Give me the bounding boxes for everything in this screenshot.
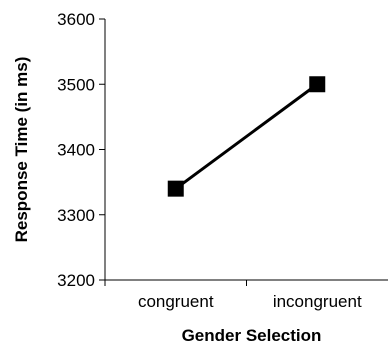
y-tick-label: 3600 — [57, 10, 95, 29]
series-group — [167, 76, 326, 197]
series-line — [174, 83, 319, 190]
data-point — [167, 180, 184, 197]
y-ticks: 3200 3300 3400 3500 3600 — [57, 10, 105, 290]
y-tick-label: 3200 — [57, 271, 95, 290]
x-axis-title: Gender Selection — [182, 326, 322, 345]
y-tick-label: 3300 — [57, 206, 95, 225]
x-tick-label: congruent — [138, 292, 214, 311]
plot-area: 3200 3300 3400 3500 3600 congruent incongruen… — [57, 10, 388, 311]
y-tick-label: 3500 — [57, 75, 95, 94]
x-ticks: congruent incongruent — [104, 280, 362, 311]
data-point — [309, 76, 326, 93]
y-axis-title: Response Time (in ms) — [12, 57, 31, 243]
y-tick-label: 3400 — [57, 141, 95, 160]
x-tick-label: incongruent — [273, 292, 362, 311]
